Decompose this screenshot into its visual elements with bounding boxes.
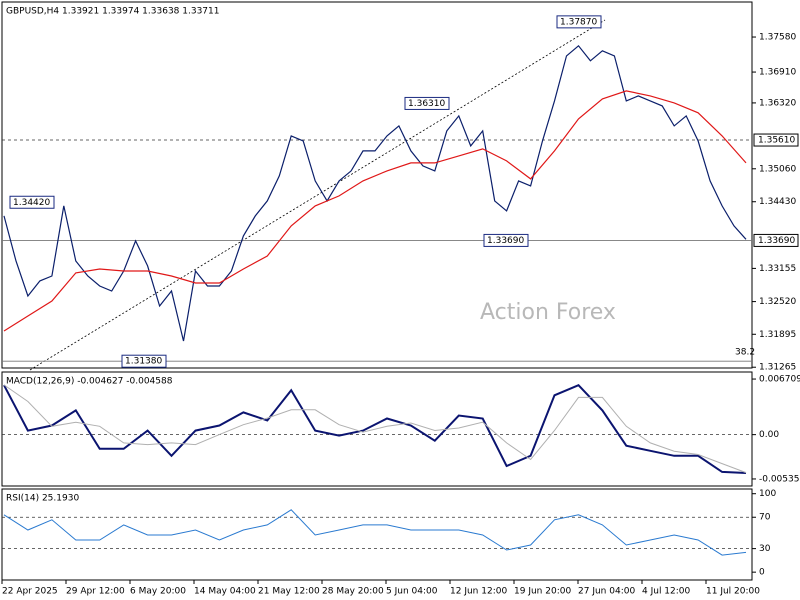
x-tick-label: 22 Apr 2025 (2, 587, 58, 597)
series-line (3, 90, 747, 332)
series-line (3, 44, 747, 342)
panel-title: MACD(12,26,9) -0.004627 -0.004588 (6, 377, 173, 387)
y-tick-label: 1.32520 (759, 297, 796, 307)
x-tick-label: 27 Jun 04:00 (578, 587, 635, 597)
price-annotation-box (404, 96, 450, 110)
x-tick-label: 19 Jun 20:00 (514, 587, 571, 597)
y-tick-label: 1.31895 (759, 330, 796, 340)
fib-label: 38.2 (735, 348, 755, 358)
y-tick-label: 1.37580 (759, 33, 796, 43)
price-annotation-box (483, 233, 529, 247)
x-tick-label: 12 Jun 12:00 (450, 587, 507, 597)
panel-frame (1, 1, 753, 369)
price-annotation-box (556, 15, 602, 29)
series-line (3, 509, 747, 556)
x-tick-label: 6 May 20:00 (130, 587, 186, 597)
x-tick-label: 11 Jul 20:00 (706, 587, 760, 597)
x-tick-label: 21 May 12:00 (258, 587, 320, 597)
level-label: 1.33690 (758, 236, 795, 246)
y-tick-label: 1.35060 (759, 164, 796, 174)
price-annotation: 1.36310 (408, 99, 445, 109)
y-tick-label: -0.00535 (759, 474, 799, 484)
x-tick-label: 4 Jul 12:00 (642, 587, 691, 597)
series-line (3, 384, 747, 474)
x-tick-label: 5 Jun 04:00 (386, 587, 438, 597)
y-tick-label: 1.34430 (759, 197, 796, 207)
panel-title: GBPUSD,H4 1.33921 1.33974 1.33638 1.3371… (6, 7, 219, 17)
level-label-box (753, 233, 799, 247)
y-tick-label: 0.006709 (759, 375, 800, 385)
price-annotation: 1.33690 (487, 236, 524, 246)
y-tick-label: 70 (759, 513, 771, 523)
y-tick-label: 1.36910 (759, 68, 796, 78)
x-tick-label: 14 May 04:00 (194, 587, 256, 597)
level-label-box (753, 133, 799, 147)
y-tick-label: 1.36320 (759, 98, 796, 108)
price-annotation-box (121, 354, 167, 368)
y-tick-label: 30 (759, 544, 771, 554)
y-tick-label: 0.00 (759, 430, 779, 440)
y-tick-label: 0 (759, 568, 765, 578)
y-tick-label: 100 (759, 489, 776, 499)
x-tick-label: 28 May 20:00 (322, 587, 384, 597)
panel-frame (1, 371, 753, 487)
y-tick-label: 1.33155 (759, 264, 796, 274)
price-annotation: 1.34420 (13, 198, 50, 208)
x-tick-label: 29 Apr 12:00 (66, 587, 125, 597)
y-tick-label: 1.31265 (759, 363, 796, 373)
price-annotation: 1.37870 (560, 17, 597, 27)
price-annotation-box (9, 195, 55, 209)
level-label: 1.35610 (758, 136, 795, 146)
series-line (3, 384, 747, 474)
price-annotation: 1.31380 (125, 357, 162, 367)
trend-line (29, 19, 606, 371)
watermark: Action Forex (480, 300, 616, 325)
panel-title: RSI(14) 25.1930 (6, 494, 79, 504)
